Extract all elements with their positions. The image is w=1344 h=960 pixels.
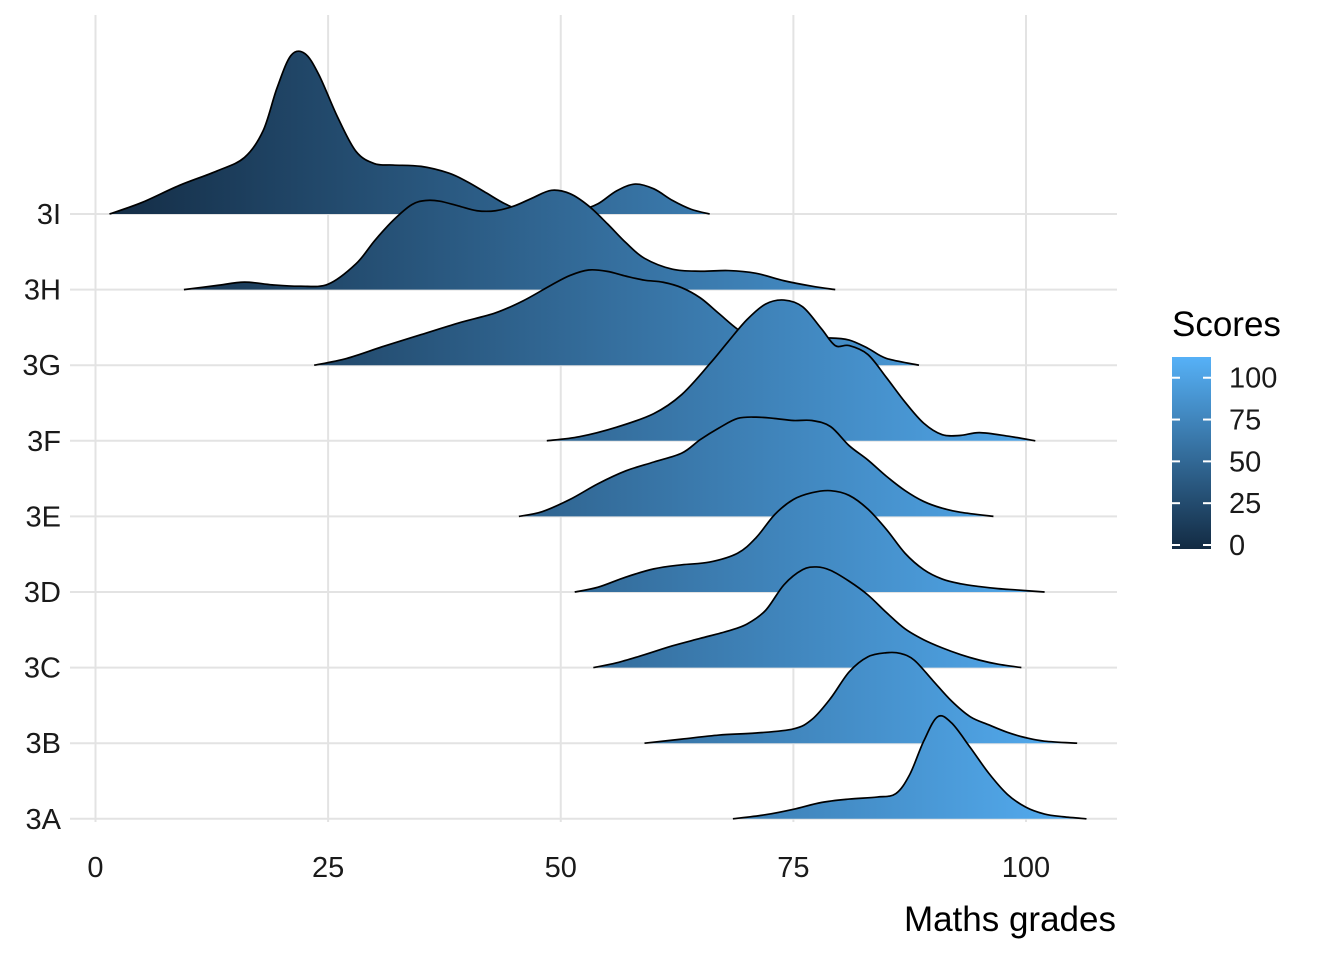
legend-label-100: 100 <box>1229 363 1277 395</box>
ridgeline-series <box>109 50 1087 820</box>
x-tick-label-25: 25 <box>312 852 344 884</box>
legend-title: Scores <box>1172 305 1281 344</box>
legend-ticks: 0 25 50 75 100 <box>1172 363 1277 562</box>
ridge-outline-3C <box>593 566 1022 669</box>
legend-colorbar <box>1172 357 1211 549</box>
ridge-fill-3H <box>183 190 836 290</box>
legend-label-25: 25 <box>1229 488 1261 520</box>
grid-lines <box>70 15 1117 822</box>
color-legend: Scores 0 25 50 75 100 <box>1172 305 1281 562</box>
y-tick-label-3B: 3B <box>26 728 61 760</box>
ridge-fill-3A <box>732 715 1087 819</box>
ridge-outline-3A <box>732 714 1087 820</box>
ridge-fill-3C <box>593 566 1022 668</box>
ridge-outline-3F <box>546 299 1036 442</box>
y-tick-label-3E: 3E <box>26 501 61 533</box>
ridge-outline-3B <box>644 651 1078 745</box>
y-tick-label-3I: 3I <box>37 199 61 231</box>
y-tick-label-3A: 3A <box>26 804 62 836</box>
x-tick-label-50: 50 <box>545 852 577 884</box>
y-tick-label-3H: 3H <box>24 275 61 307</box>
ridge-outline-3I <box>109 50 710 215</box>
ridge-outline-3D <box>574 489 1045 593</box>
x-axis-tick-labels: 0 25 50 75 100 <box>87 852 1050 884</box>
ridge-outline-3E <box>518 416 994 518</box>
y-tick-label-3G: 3G <box>22 350 61 382</box>
legend-label-0: 0 <box>1229 530 1245 562</box>
x-tick-label-75: 75 <box>777 852 809 884</box>
x-tick-label-0: 0 <box>87 852 103 884</box>
x-axis-title: Maths grades <box>904 900 1116 939</box>
y-axis-tick-labels: 3A 3B 3C 3D 3E 3F 3G 3H 3I <box>22 199 61 836</box>
y-tick-label-3C: 3C <box>24 653 61 685</box>
legend-label-75: 75 <box>1229 405 1261 437</box>
ridge-fill-3E <box>518 417 994 517</box>
ridge-fill-3B <box>644 652 1078 744</box>
ridge-outline-3H <box>183 189 836 291</box>
ridge-fill-3G <box>314 269 919 366</box>
x-tick-label-100: 100 <box>1002 852 1050 884</box>
ridge-fill-3D <box>574 490 1045 592</box>
legend-label-50: 50 <box>1229 446 1261 478</box>
y-tick-label-3D: 3D <box>24 577 61 609</box>
y-tick-label-3F: 3F <box>27 426 61 458</box>
ridge-fill-3I <box>109 51 710 215</box>
